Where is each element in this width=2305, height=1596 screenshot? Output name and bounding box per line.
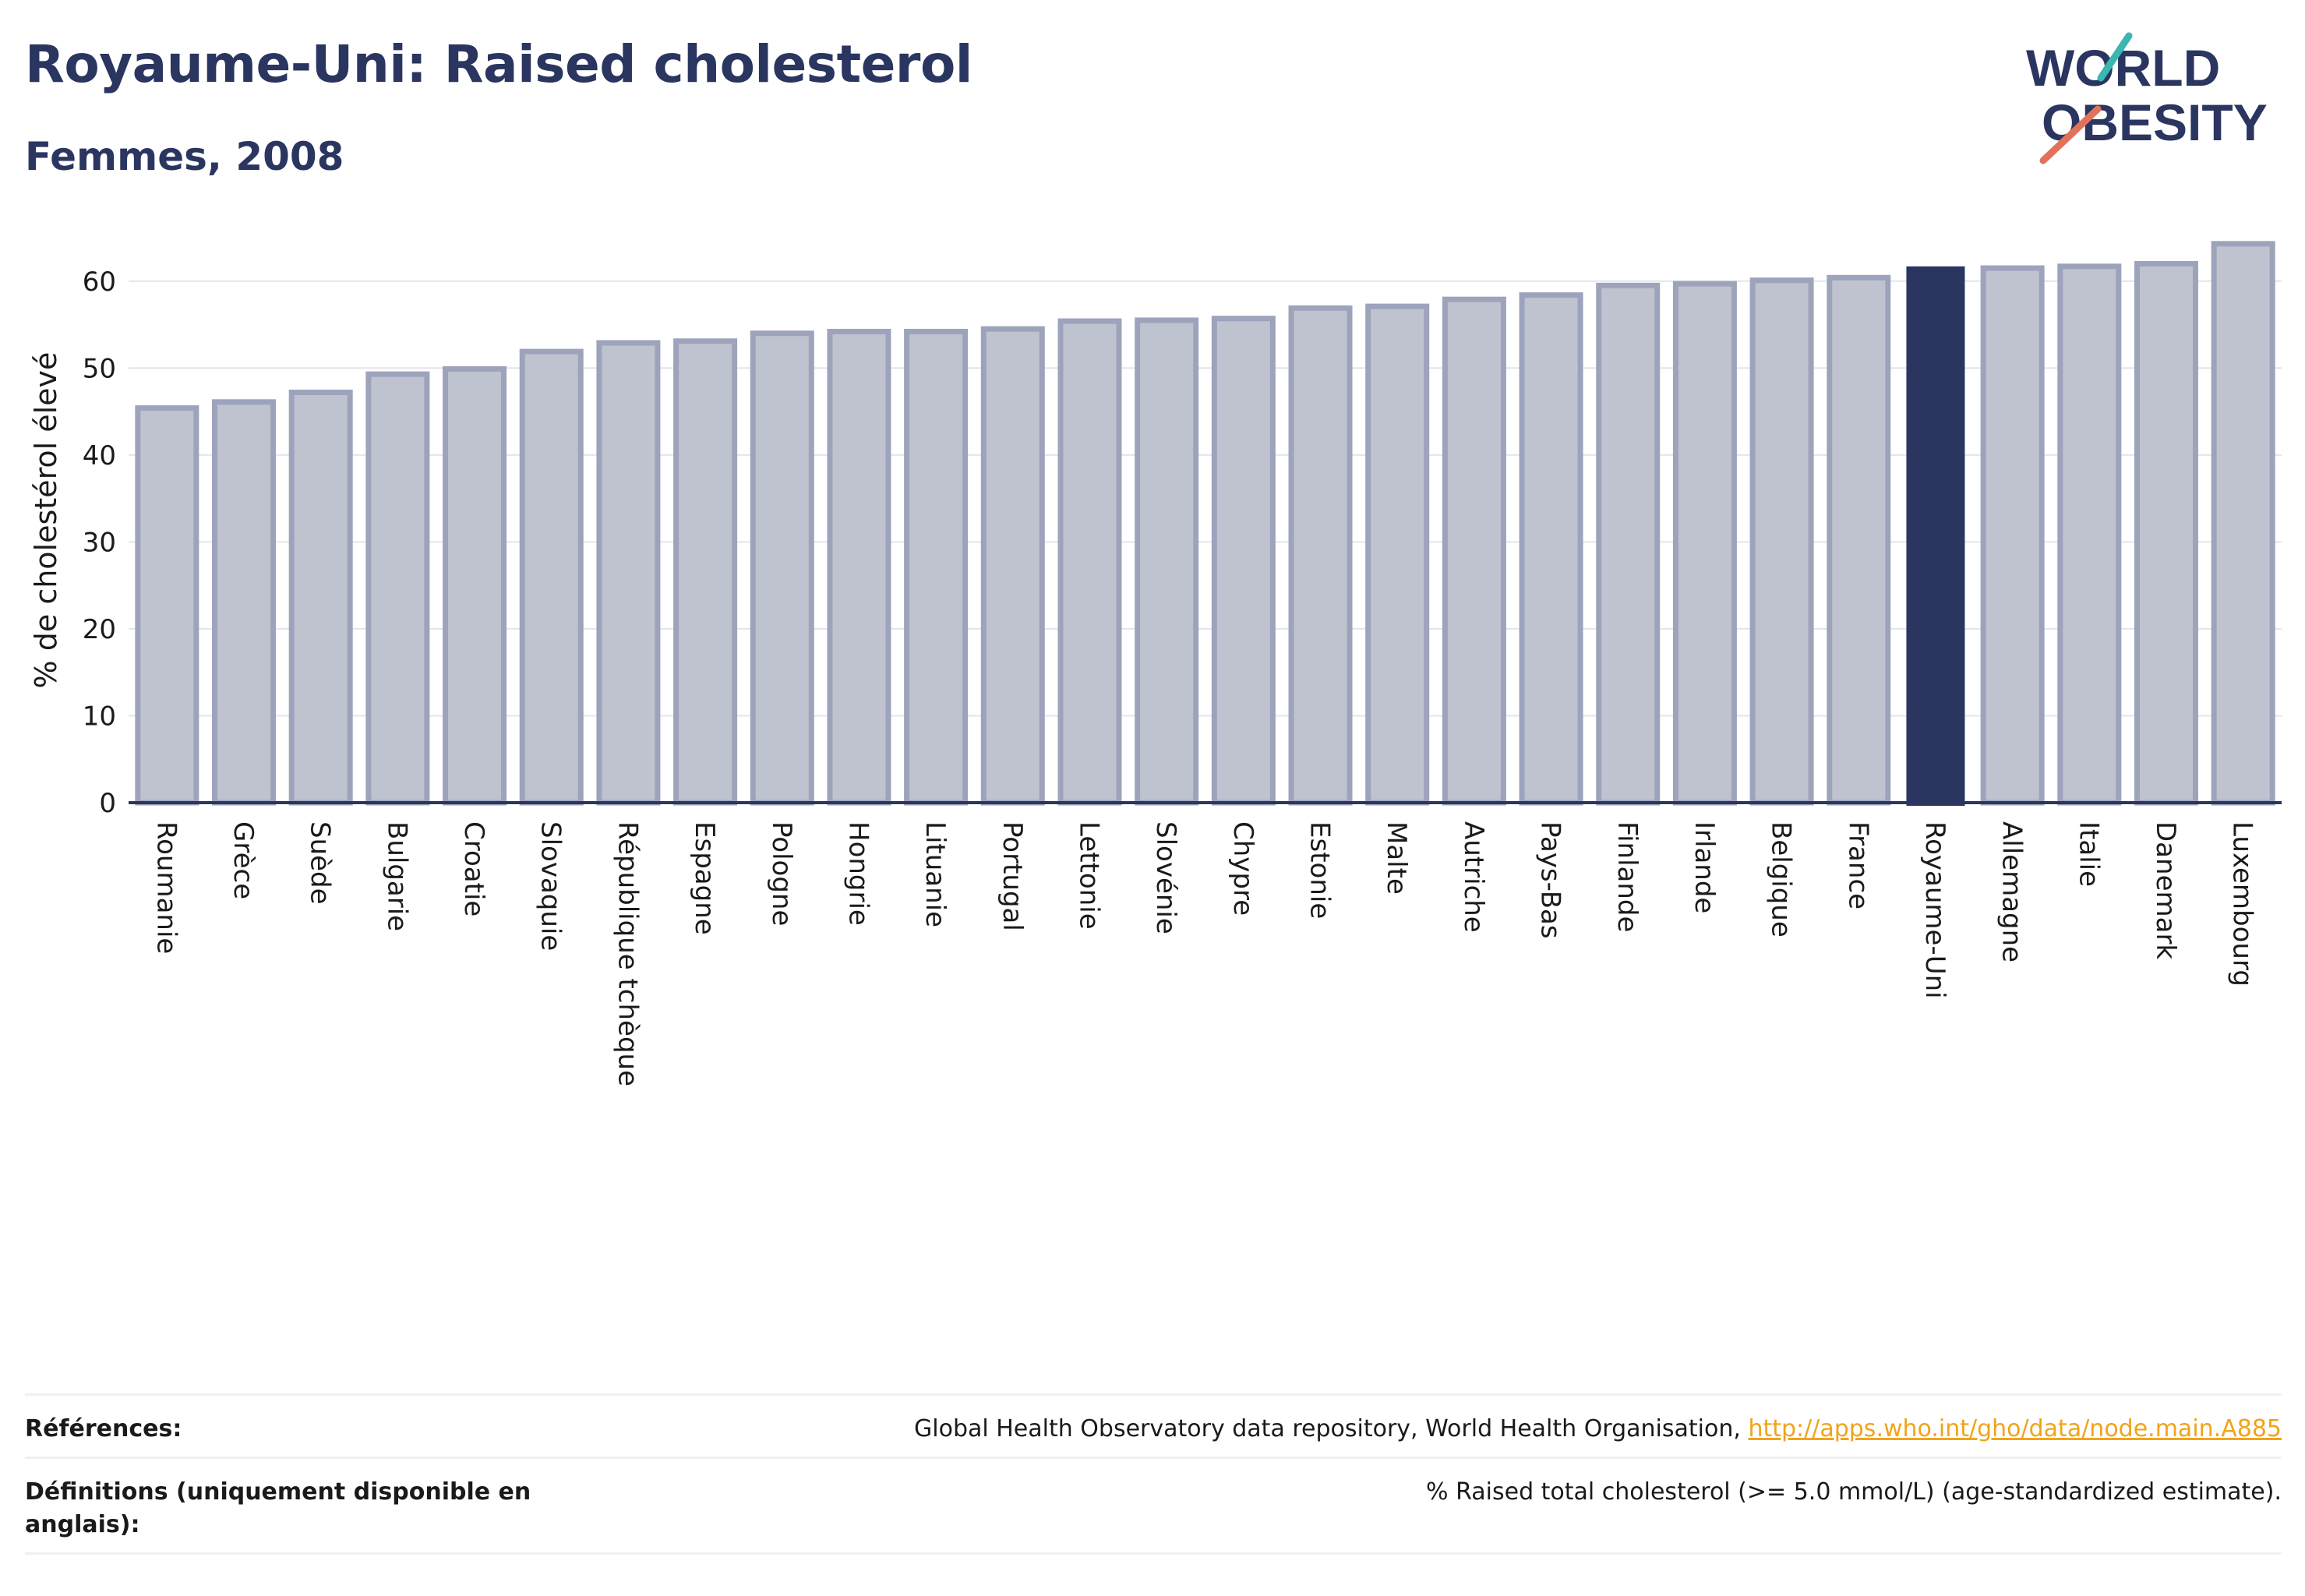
bar bbox=[980, 326, 1045, 806]
references-value: Global Health Observatory data repositor… bbox=[914, 1413, 2282, 1446]
x-tick-label: Estonie bbox=[1304, 821, 1336, 919]
world-obesity-logo: WORLD OBESITY bbox=[2026, 32, 2268, 164]
bar bbox=[1135, 317, 1199, 806]
y-tick-label: 0 bbox=[99, 788, 116, 819]
y-axis-label: % de cholestérol élevé bbox=[29, 352, 63, 689]
bar bbox=[288, 390, 353, 806]
bar-chart: 0 10 20 30 40 50 60 % de cholestérol élevé Rouma… bbox=[29, 241, 2282, 1086]
chart-subtitle: Femmes, 2008 bbox=[25, 134, 344, 179]
x-tick-label: Allemagne bbox=[1996, 821, 2028, 962]
logo-slash-lower bbox=[2039, 105, 2102, 164]
x-tick-label: Croatie bbox=[458, 821, 489, 916]
x-tick-label: Pologne bbox=[766, 821, 797, 926]
x-tick-label: Finlande bbox=[1611, 821, 1643, 932]
x-tick-label: Royaume-Uni bbox=[1919, 821, 1950, 999]
x-tick-label: Slovaquie bbox=[535, 821, 567, 951]
bar bbox=[2134, 260, 2198, 806]
bar bbox=[1519, 292, 1583, 806]
x-tick-label: Belgique bbox=[1766, 821, 1797, 937]
references-link[interactable]: http://apps.who.int/gho/data/node.main.A… bbox=[1748, 1415, 2282, 1442]
references-label: Références: bbox=[25, 1415, 182, 1442]
bar bbox=[1906, 266, 1965, 806]
logo-slash-upper bbox=[2097, 32, 2133, 82]
x-tick-label: Malte bbox=[1381, 821, 1412, 895]
x-tick-label: Lituanie bbox=[920, 821, 951, 927]
bar bbox=[1365, 303, 1430, 806]
x-tick-label: Irlande bbox=[1689, 821, 1720, 913]
x-tick-label: Slovénie bbox=[1150, 821, 1181, 934]
bar bbox=[1057, 318, 1122, 806]
bar bbox=[2057, 263, 2122, 806]
x-tick-label: Pays-Bas bbox=[1535, 821, 1566, 939]
y-tick-label: 50 bbox=[83, 353, 116, 384]
bar bbox=[1442, 296, 1506, 806]
bar bbox=[1288, 305, 1353, 806]
references-row: Références: Global Health Observatory da… bbox=[25, 1393, 2282, 1457]
x-tick-label: Chypre bbox=[1227, 821, 1258, 916]
bar bbox=[135, 405, 199, 806]
bar bbox=[1672, 281, 1737, 806]
x-tick-label: Danemark bbox=[2150, 821, 2181, 959]
definitions-label: Définitions (uniquement disponible en an… bbox=[25, 1478, 531, 1538]
bar bbox=[1749, 277, 1814, 806]
x-tick-label: Portugal bbox=[997, 821, 1028, 931]
bar bbox=[2211, 241, 2275, 806]
definitions-row: Définitions (uniquement disponible en an… bbox=[25, 1457, 2282, 1555]
y-tick-label: 40 bbox=[83, 440, 116, 471]
x-tick-label: Bulgarie bbox=[381, 821, 412, 931]
bar bbox=[1596, 282, 1661, 806]
bar bbox=[365, 371, 430, 806]
x-tick-label: Hongrie bbox=[842, 821, 874, 926]
references-text: Global Health Observatory data repositor… bbox=[914, 1415, 1749, 1442]
x-tick-label: France bbox=[1842, 821, 1873, 909]
bar bbox=[673, 338, 738, 806]
y-tick-label: 30 bbox=[83, 527, 116, 558]
y-tick-label: 10 bbox=[83, 701, 116, 732]
y-tick-label: 20 bbox=[83, 614, 116, 645]
bar bbox=[904, 328, 969, 806]
definitions-text: % Raised total cholesterol (>= 5.0 mmol/… bbox=[1426, 1478, 2282, 1506]
x-tick-label: Autriche bbox=[1458, 821, 1489, 933]
x-tick-label: Espagne bbox=[689, 821, 720, 935]
bar bbox=[1211, 316, 1276, 806]
footer: Références: Global Health Observatory da… bbox=[25, 1393, 2282, 1555]
bar bbox=[212, 399, 277, 806]
x-tick-label: Lettonie bbox=[1073, 821, 1104, 930]
x-tick-label: Suède bbox=[305, 821, 336, 905]
x-tick-label: République tchèque bbox=[612, 821, 643, 1086]
x-tick-label: Italie bbox=[2073, 821, 2104, 887]
bar bbox=[750, 330, 814, 806]
bar bbox=[1827, 274, 1891, 806]
bar bbox=[827, 328, 891, 806]
x-tick-label: Luxembourg bbox=[2227, 821, 2258, 987]
y-tick-label: 60 bbox=[83, 267, 116, 298]
chart-title: Royaume-Uni: Raised cholesterol bbox=[25, 34, 972, 94]
bar bbox=[519, 348, 584, 806]
x-tick-label: Grèce bbox=[228, 821, 259, 899]
bar bbox=[596, 340, 661, 806]
bar bbox=[443, 365, 507, 806]
bar bbox=[1980, 265, 2045, 806]
x-tick-label: Roumanie bbox=[150, 821, 182, 954]
